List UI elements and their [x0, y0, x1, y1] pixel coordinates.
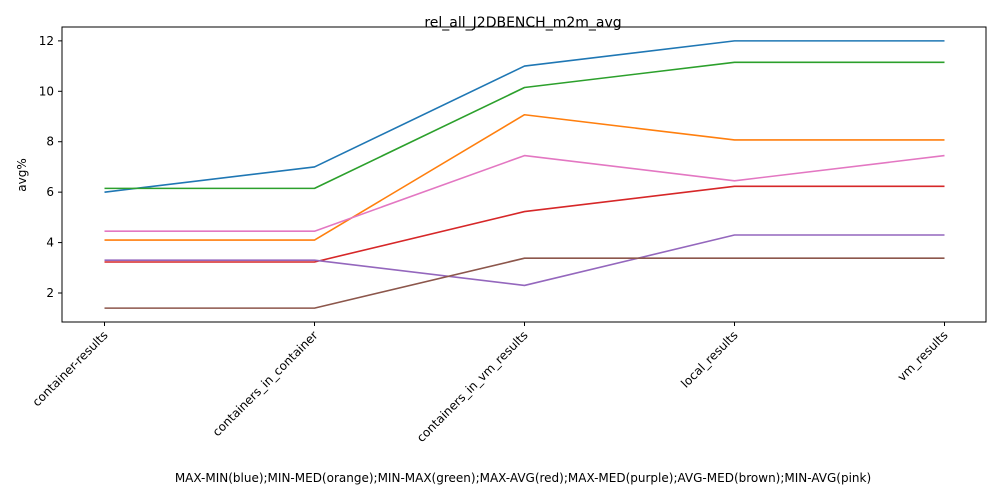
- y-tick-label: 6: [46, 185, 54, 199]
- series-line-2: [104, 113, 945, 241]
- y-tick-label: 2: [46, 286, 54, 300]
- y-axis: 2 4 6 8 10 12: [39, 34, 62, 300]
- y-tick-label: 12: [39, 34, 54, 48]
- y-tick-label: 8: [46, 135, 54, 149]
- x-tick-label: local_results: [678, 328, 740, 390]
- series-line-7: [104, 154, 945, 233]
- series-line-3: [104, 61, 945, 190]
- x-tick-label: containers_in_container: [210, 328, 321, 439]
- series-line-6: [104, 257, 945, 309]
- plot-frame: [61, 26, 987, 323]
- x-tick-label: containers_in_vm_results: [414, 328, 531, 445]
- x-tick-label: vm_results: [895, 328, 951, 384]
- series-line-1: [104, 40, 945, 193]
- y-axis-label: avg%: [15, 158, 29, 191]
- series-layer: [104, 40, 945, 309]
- x-tick-label: container-results: [30, 328, 111, 409]
- x-axis-label: MAX-MIN(blue);MIN-MED(orange);MIN-MAX(gr…: [175, 471, 871, 485]
- chart-title: rel_all_J2DBENCH_m2m_avg: [424, 15, 621, 31]
- series-line-5: [104, 234, 945, 287]
- x-axis: container-results containers_in_container…: [30, 322, 951, 445]
- y-tick-label: 4: [46, 236, 54, 250]
- y-tick-label: 10: [39, 84, 54, 98]
- series-line-4: [104, 185, 945, 263]
